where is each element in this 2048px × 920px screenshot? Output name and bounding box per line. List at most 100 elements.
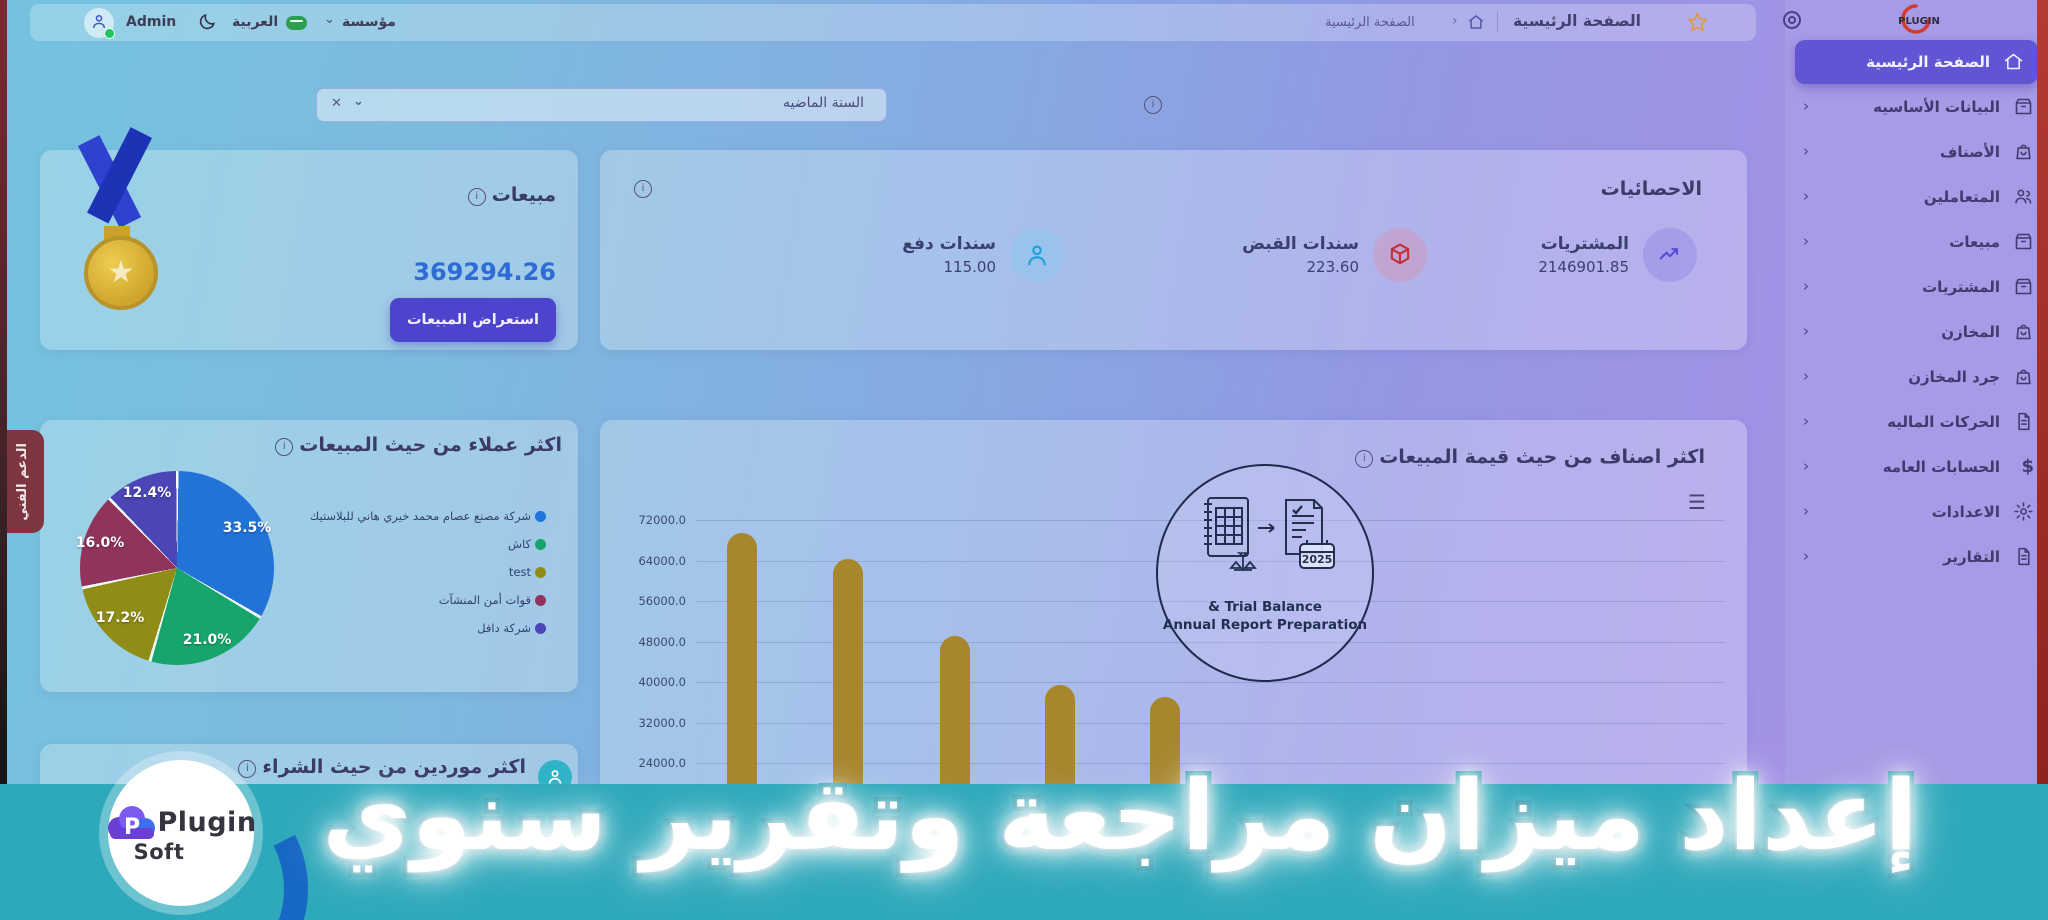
breadcrumb-chevron-icon: ‹ xyxy=(1452,13,1458,29)
legend-item[interactable]: شركة دافل xyxy=(296,614,546,642)
sales-card-title: مبيعات xyxy=(491,184,556,206)
y-axis-tick: 56000.0 xyxy=(638,594,686,608)
y-axis-tick: 24000.0 xyxy=(638,756,686,770)
gear-icon xyxy=(2012,501,2034,523)
pie-slice-label: 21.0% xyxy=(182,632,232,648)
gridline xyxy=(696,763,1725,764)
pie-slice-label: 17.2% xyxy=(95,610,145,626)
filter-info-icon[interactable]: i xyxy=(1144,96,1162,114)
sidebar-item-bag[interactable]: المخازن ‹ xyxy=(1785,309,2048,354)
target-icon[interactable] xyxy=(1780,8,1804,36)
trial-balance-icon: 2025 xyxy=(1204,497,1335,571)
y-axis-tick: 40000.0 xyxy=(638,675,686,689)
person-icon xyxy=(1010,228,1064,282)
support-tab-label: الدعم الفني xyxy=(14,442,30,521)
customers-pie-chart[interactable]: 33.5% 21.0% 17.2% 16.0% 12.4% xyxy=(75,468,277,668)
sidebar-item-box[interactable]: المشتريات ‹ xyxy=(1785,264,2048,309)
y-axis-tick: 32000.0 xyxy=(638,715,686,730)
chevron-left-icon: ‹ xyxy=(1803,321,1809,340)
file-icon xyxy=(2012,546,2034,568)
stat-trend: المشتريات 2146901.85 xyxy=(1538,228,1697,282)
customers-info-icon[interactable]: i xyxy=(275,437,294,456)
legend-item[interactable]: كاش xyxy=(296,530,546,558)
box-icon xyxy=(2012,231,2034,253)
sidebar-item-box[interactable]: البيانات الأساسيه ‹ xyxy=(1785,84,2048,129)
pie-slice-label: 16.0% xyxy=(75,535,125,551)
home-icon[interactable] xyxy=(1467,13,1485,35)
chevron-left-icon: ‹ xyxy=(1803,186,1809,205)
trend-icon xyxy=(1643,228,1697,282)
sidebar-item-box[interactable]: مبيعات ‹ xyxy=(1785,219,2048,264)
online-status-dot xyxy=(104,28,115,39)
bag-icon xyxy=(2012,366,2034,388)
period-select-value: السنة الماضيه xyxy=(783,95,864,111)
language-label[interactable]: العربية xyxy=(232,14,279,30)
suppliers-card-title-row: اكثر موردين من حيث الشراء i xyxy=(232,756,526,778)
users-icon xyxy=(2012,186,2034,208)
saudi-flag-icon xyxy=(286,16,307,30)
sales-total-value: 369294.26 xyxy=(413,258,556,286)
customers-card-title: اكثر عملاء من حيث المبيعات xyxy=(299,434,562,456)
legend-dot xyxy=(535,594,546,606)
left-edge-strip xyxy=(0,0,7,784)
items-card-title-row: اكثر اصناف من حيث قيمة المبيعات i xyxy=(1349,446,1705,468)
sidebar-item-dollar[interactable]: $ الحسابات العامه ‹ xyxy=(1803,455,2034,477)
statistics-info-icon[interactable]: i xyxy=(634,180,652,198)
select-chevron-icon[interactable]: ⌄ xyxy=(353,94,364,109)
chevron-left-icon: ‹ xyxy=(1803,276,1809,295)
legend-dot xyxy=(535,622,546,634)
suppliers-card-title: اكثر موردين من حيث الشراء xyxy=(262,756,526,778)
brand-plugin-text: Plugin xyxy=(157,806,257,838)
legend-item[interactable]: test xyxy=(296,558,546,586)
cloud-logo-icon: P xyxy=(108,806,156,840)
sidebar-item-users[interactable]: المتعاملين ‹ xyxy=(1785,174,2048,219)
y-axis-tick: 48000.0 xyxy=(638,634,686,649)
sidebar-item-gear[interactable]: الاعدادات ‹ xyxy=(1785,489,2048,534)
file-icon xyxy=(2012,411,2034,433)
select-clear-icon[interactable]: ✕ xyxy=(331,96,342,111)
trial-balance-badge: 2025 Trial Balance & Annual Report Prepa… xyxy=(1156,464,1374,682)
sidebar-item-bag[interactable]: الأصناف ‹ xyxy=(1785,129,2048,174)
topbar-divider xyxy=(1497,12,1498,32)
sidebar-item-file[interactable]: الحركات الماليه ‹ xyxy=(1785,399,2048,444)
org-menu[interactable]: مؤسسة xyxy=(342,14,396,30)
box-icon xyxy=(2012,276,2034,298)
sidebar-item-bag[interactable]: جرد المخازن ‹ xyxy=(1785,354,2048,399)
bag-icon xyxy=(2012,321,2034,343)
sidebar-logo-text: PLUGIN xyxy=(1898,16,1940,27)
dark-mode-moon-icon[interactable] xyxy=(198,12,217,35)
chevron-left-icon: ‹ xyxy=(1803,411,1809,430)
y-axis-tick: 64000.0 xyxy=(638,553,686,568)
chevron-down-icon: ⌄ xyxy=(324,12,335,27)
legend-item[interactable]: قوات أمن المنشآت xyxy=(296,586,546,614)
view-sales-button[interactable]: استعراض المبيعات xyxy=(390,298,556,342)
bottom-band xyxy=(0,784,2048,920)
top-customers-card: اكثر عملاء من حيث المبيعات i 33.5% 21.0% 17… xyxy=(40,420,578,692)
topbar: Admin العربية ⌄ مؤسسة الصفحة الرئيسية ‹ … xyxy=(30,4,1756,41)
legend-item[interactable]: شركة مصنع عصام محمد خيري هاني للبلاستيك xyxy=(296,502,546,530)
items-info-icon[interactable]: i xyxy=(1355,449,1374,468)
period-select[interactable]: السنة الماضيه ⌄ ✕ xyxy=(316,88,887,122)
suppliers-info-icon[interactable]: i xyxy=(238,759,257,778)
pie-slice-label: 12.4% xyxy=(122,485,172,501)
statistics-card: i الاحصائيات المشتريات 2146901.85 سندات ال… xyxy=(600,150,1747,350)
home-icon xyxy=(2002,51,2024,73)
chevron-left-icon: ‹ xyxy=(1803,456,1809,475)
sidebar-logo: PLUGIN xyxy=(1881,2,1951,38)
sidebar-item-home[interactable]: الصفحة الرئيسية xyxy=(1795,40,2038,84)
user-avatar[interactable] xyxy=(84,8,115,39)
medal-illustration: ★ xyxy=(66,127,186,320)
sales-info-icon[interactable]: i xyxy=(467,187,486,206)
right-edge-strip xyxy=(2037,0,2048,784)
stat-cube: سندات القبض 223.60 xyxy=(1242,228,1427,282)
stat-person: سندات دفع 115.00 xyxy=(902,228,1064,282)
breadcrumb[interactable]: الصفحة الرئيسية xyxy=(1325,15,1415,30)
chart-menu-icon[interactable]: ☰ xyxy=(1688,490,1707,514)
support-tab[interactable]: الدعم الفني xyxy=(0,430,44,533)
favorite-star-icon[interactable] xyxy=(1686,11,1709,38)
sidebar-item-file[interactable]: التقارير ‹ xyxy=(1785,534,2048,579)
cube-icon xyxy=(1373,228,1427,282)
sales-card-title-row: مبيعات i xyxy=(462,184,556,206)
legend-dot xyxy=(535,538,546,550)
